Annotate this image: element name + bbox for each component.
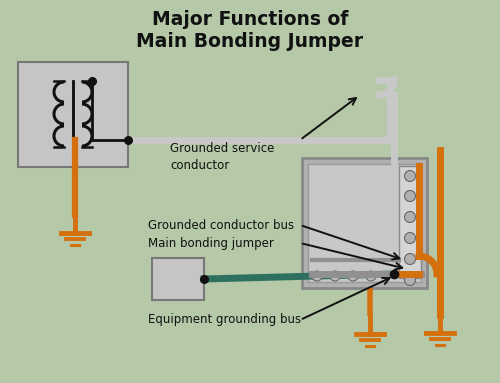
- Text: Major Functions of
Main Bonding Jumper: Major Functions of Main Bonding Jumper: [136, 10, 364, 51]
- Circle shape: [404, 190, 415, 201]
- Bar: [399, 166, 421, 278]
- Circle shape: [404, 170, 415, 182]
- Bar: [308, 164, 421, 282]
- Text: Main bonding jumper: Main bonding jumper: [148, 236, 274, 249]
- Circle shape: [404, 254, 415, 265]
- Text: Equipment grounding bus: Equipment grounding bus: [148, 314, 301, 326]
- Circle shape: [404, 211, 415, 223]
- Bar: [18, 62, 128, 167]
- Text: Grounded conductor bus: Grounded conductor bus: [148, 218, 294, 231]
- Text: Grounded service
conductor: Grounded service conductor: [170, 142, 274, 172]
- Circle shape: [312, 271, 322, 281]
- Bar: [302, 158, 427, 288]
- Circle shape: [330, 271, 340, 281]
- Circle shape: [404, 275, 415, 285]
- Circle shape: [348, 271, 358, 281]
- Bar: [152, 258, 204, 300]
- Circle shape: [404, 232, 415, 244]
- Circle shape: [366, 271, 376, 281]
